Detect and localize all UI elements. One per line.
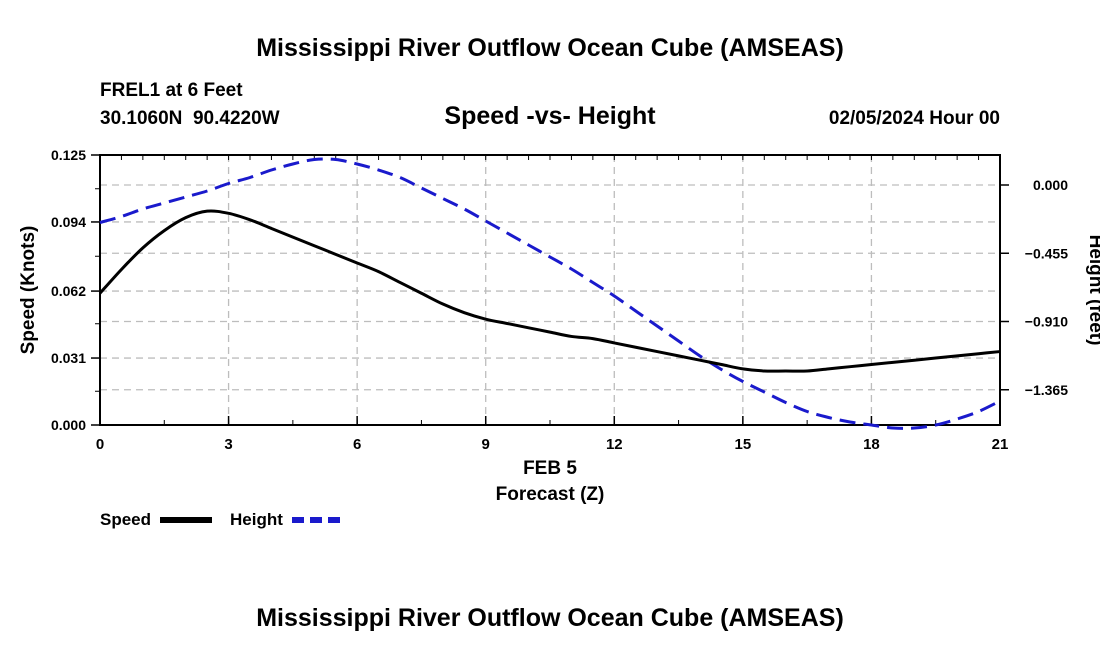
x-axis-date-label: FEB 5: [523, 458, 577, 479]
y-tick-label: 0.031: [51, 350, 86, 366]
chart-title: Mississippi River Outflow Ocean Cube (AM…: [256, 34, 844, 62]
x-tick-label: 21: [992, 436, 1009, 453]
y-tick-label: 0.062: [51, 283, 86, 299]
y-axis-right: 0.000 −0.455 −0.910 −1.365: [1000, 177, 1068, 398]
y2-axis-title: Height (feet): [1085, 235, 1100, 346]
legend-label-height: Height: [230, 510, 283, 529]
station-name: FREL1 at 6 Feet: [100, 80, 243, 101]
series-layer: [98, 157, 1001, 430]
series-line-speed: [98, 209, 1001, 373]
series-line-height: [99, 157, 1001, 430]
series-points-height: [100, 159, 1000, 428]
plot-frame: [99, 154, 1001, 426]
x-axis-title: Forecast (Z): [496, 484, 605, 505]
x-tick-label: 3: [224, 436, 232, 453]
footer-title: Mississippi River Outflow Ocean Cube (AM…: [256, 604, 844, 632]
chart-subtitle: Speed -vs- Height: [444, 102, 656, 130]
top-axis-minor-ticks: [99, 155, 1001, 160]
grid-lines: [100, 155, 1000, 425]
x-axis: 0 3 6 9 12 15 18 21: [96, 416, 1009, 453]
station-coordinates: 30.1060N 90.4220W: [100, 108, 280, 129]
forecast-datetime: 02/05/2024 Hour 00: [829, 108, 1000, 129]
y-tick-label: 0.000: [51, 417, 86, 433]
y-axis-left: 0.000 0.031 0.062 0.094 0.125: [51, 147, 100, 433]
y-axis-title: Speed (Knots): [18, 226, 39, 355]
x-tick-label: 0: [96, 436, 104, 453]
y-tick-label: 0.125: [51, 147, 86, 163]
x-tick-label: 9: [482, 436, 490, 453]
plot-area: 0 3 6 9 12 15 18 21 0.000 0.031 0.062 0.094 0.125 0…: [51, 147, 1068, 453]
legend: Speed Height: [100, 510, 342, 529]
y2-tick-label: 0.000: [1033, 177, 1068, 193]
x-tick-label: 18: [863, 436, 880, 453]
y-tick-label: 0.094: [51, 214, 86, 230]
x-tick-label: 12: [606, 436, 623, 453]
legend-label-speed: Speed: [100, 510, 151, 529]
y2-tick-label: −0.455: [1025, 245, 1068, 261]
y2-tick-label: −0.910: [1025, 314, 1068, 330]
x-tick-label: 6: [353, 436, 361, 453]
x-tick-label: 15: [735, 436, 752, 453]
y2-tick-label: −1.365: [1025, 382, 1068, 398]
